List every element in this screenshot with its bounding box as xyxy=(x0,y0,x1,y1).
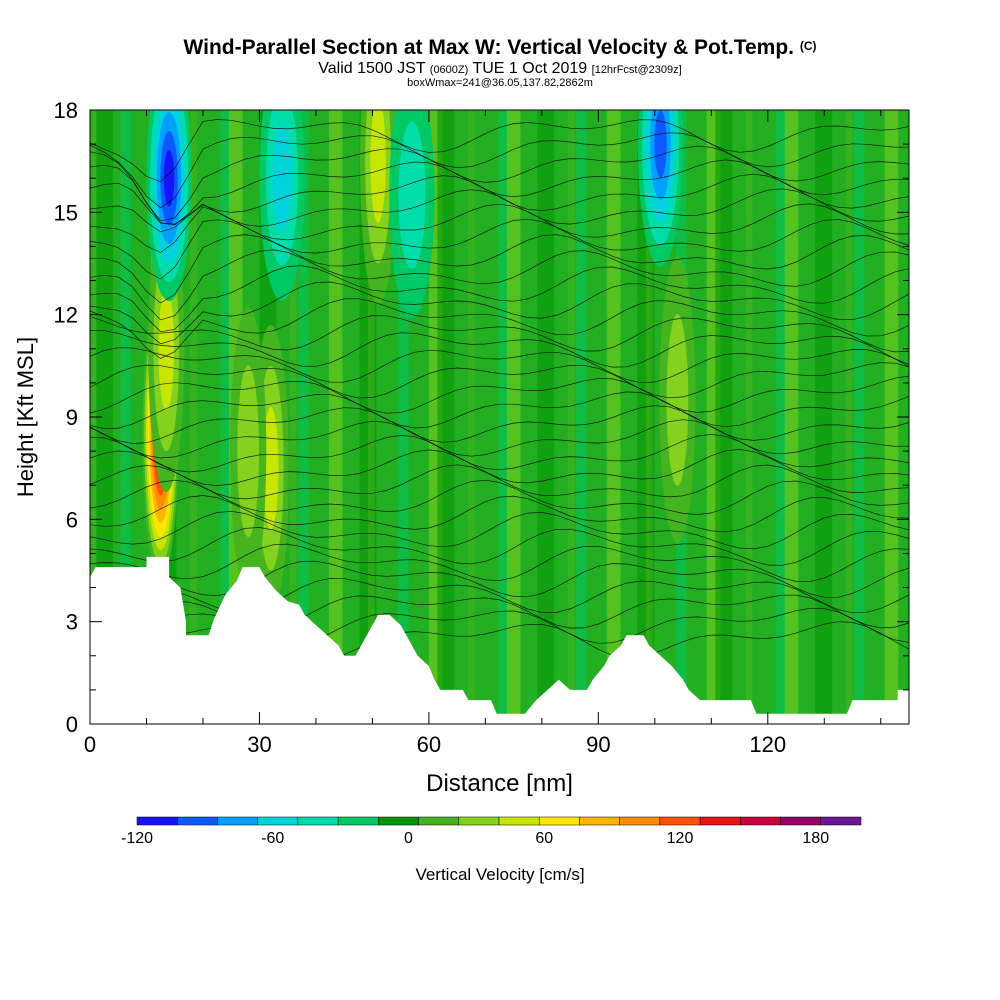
field-streak xyxy=(815,110,833,724)
x-tick-label: 30 xyxy=(247,732,271,757)
field-streak xyxy=(289,110,297,724)
field-streak xyxy=(298,110,309,724)
theta-contour xyxy=(90,188,909,233)
theta-contour xyxy=(90,543,909,582)
downdraft-core xyxy=(272,125,292,231)
downdraft-core xyxy=(163,149,175,207)
x-tick-label: 0 xyxy=(84,732,96,757)
field-streak xyxy=(367,110,375,724)
chart-title: Wind-Parallel Section at Max W: Vertical… xyxy=(0,36,1000,60)
theta-contour xyxy=(90,464,909,500)
terrain xyxy=(90,556,909,724)
valid-time: Valid 1500 JST xyxy=(318,60,426,77)
field-streak xyxy=(498,110,509,724)
x-tick-label: 120 xyxy=(749,732,786,757)
forecast-info: [12hrFcst@2309z] xyxy=(591,64,682,76)
x-tick-label: 60 xyxy=(417,732,441,757)
theta-contour xyxy=(90,347,909,384)
box-info: boxWmax=241@36.05,137.82,2862m xyxy=(407,77,593,89)
y-tick-label: 6 xyxy=(66,507,78,532)
field-streak xyxy=(398,110,409,724)
y-tick-label: 3 xyxy=(66,610,78,635)
theta-contour xyxy=(90,265,909,333)
downdraft-core xyxy=(654,110,667,178)
theta-contour xyxy=(90,281,909,345)
valid-utc: (0600Z) xyxy=(429,64,469,76)
theta-contour xyxy=(90,391,909,429)
theta-contour xyxy=(90,145,909,222)
field-streak xyxy=(784,110,799,724)
copyright-mark: (C) xyxy=(799,39,817,53)
theta-contour xyxy=(90,434,909,473)
downdraft-core xyxy=(398,121,426,269)
field-streak xyxy=(845,110,853,724)
theta-contour xyxy=(90,495,909,533)
y-tick-label: 0 xyxy=(66,712,78,737)
updraft-core xyxy=(158,287,174,411)
theta-contour xyxy=(90,330,909,368)
theta-contour xyxy=(90,218,909,280)
theta-contour xyxy=(90,405,909,444)
theta-contour xyxy=(90,362,909,399)
field-streak xyxy=(576,110,587,724)
field-streak xyxy=(220,110,231,724)
field-streak xyxy=(567,110,575,724)
field-streak xyxy=(467,110,475,724)
field-streak xyxy=(189,110,197,724)
field-streak xyxy=(884,110,899,724)
x-axis-label: Distance [nm] xyxy=(426,770,573,797)
updraft-core xyxy=(237,365,259,538)
y-axis-label: Height [Kft MSL] xyxy=(13,337,38,497)
theta-contour xyxy=(90,119,909,183)
theta-contour xyxy=(90,527,909,566)
field-streak xyxy=(120,110,131,724)
updraft-core xyxy=(666,313,689,486)
theta-contour xyxy=(90,479,909,515)
x-tick-label: 90 xyxy=(586,732,610,757)
field-streak xyxy=(715,110,733,724)
field-streak xyxy=(537,110,555,724)
theta-contour xyxy=(90,449,909,486)
y-tick-label: 18 xyxy=(54,98,78,123)
theta-contour xyxy=(90,315,909,353)
field-streak xyxy=(745,110,753,724)
theta-contour xyxy=(90,159,909,226)
field-streak xyxy=(776,110,787,724)
valid-date: TUE 1 Oct 2019 xyxy=(472,60,588,77)
theta-contour xyxy=(90,132,909,209)
updraft-core xyxy=(370,110,386,223)
theta-contour xyxy=(90,173,909,225)
theta-contour xyxy=(90,234,909,304)
field-streak xyxy=(437,110,455,724)
y-tick-label: 12 xyxy=(54,303,78,328)
theta-contour xyxy=(90,375,909,414)
theta-contour xyxy=(90,203,909,253)
updraft-core xyxy=(262,406,279,530)
y-tick-label: 9 xyxy=(66,405,78,430)
theta-contour xyxy=(90,249,909,321)
field-streak xyxy=(328,110,343,724)
theta-contour xyxy=(90,510,909,550)
field-streak xyxy=(645,110,653,724)
y-tick-label: 15 xyxy=(54,200,78,225)
chart-title-main: Wind-Parallel Section at Max W: Vertical… xyxy=(183,36,794,59)
theta-contour xyxy=(90,419,909,459)
theta-contour xyxy=(90,298,909,359)
chart-subtitle: Valid 1500 JST (0600Z) TUE 1 Oct 2019 [1… xyxy=(0,60,1000,78)
field-streak xyxy=(506,110,521,724)
field-layer xyxy=(90,110,909,724)
field-streak xyxy=(854,110,865,724)
